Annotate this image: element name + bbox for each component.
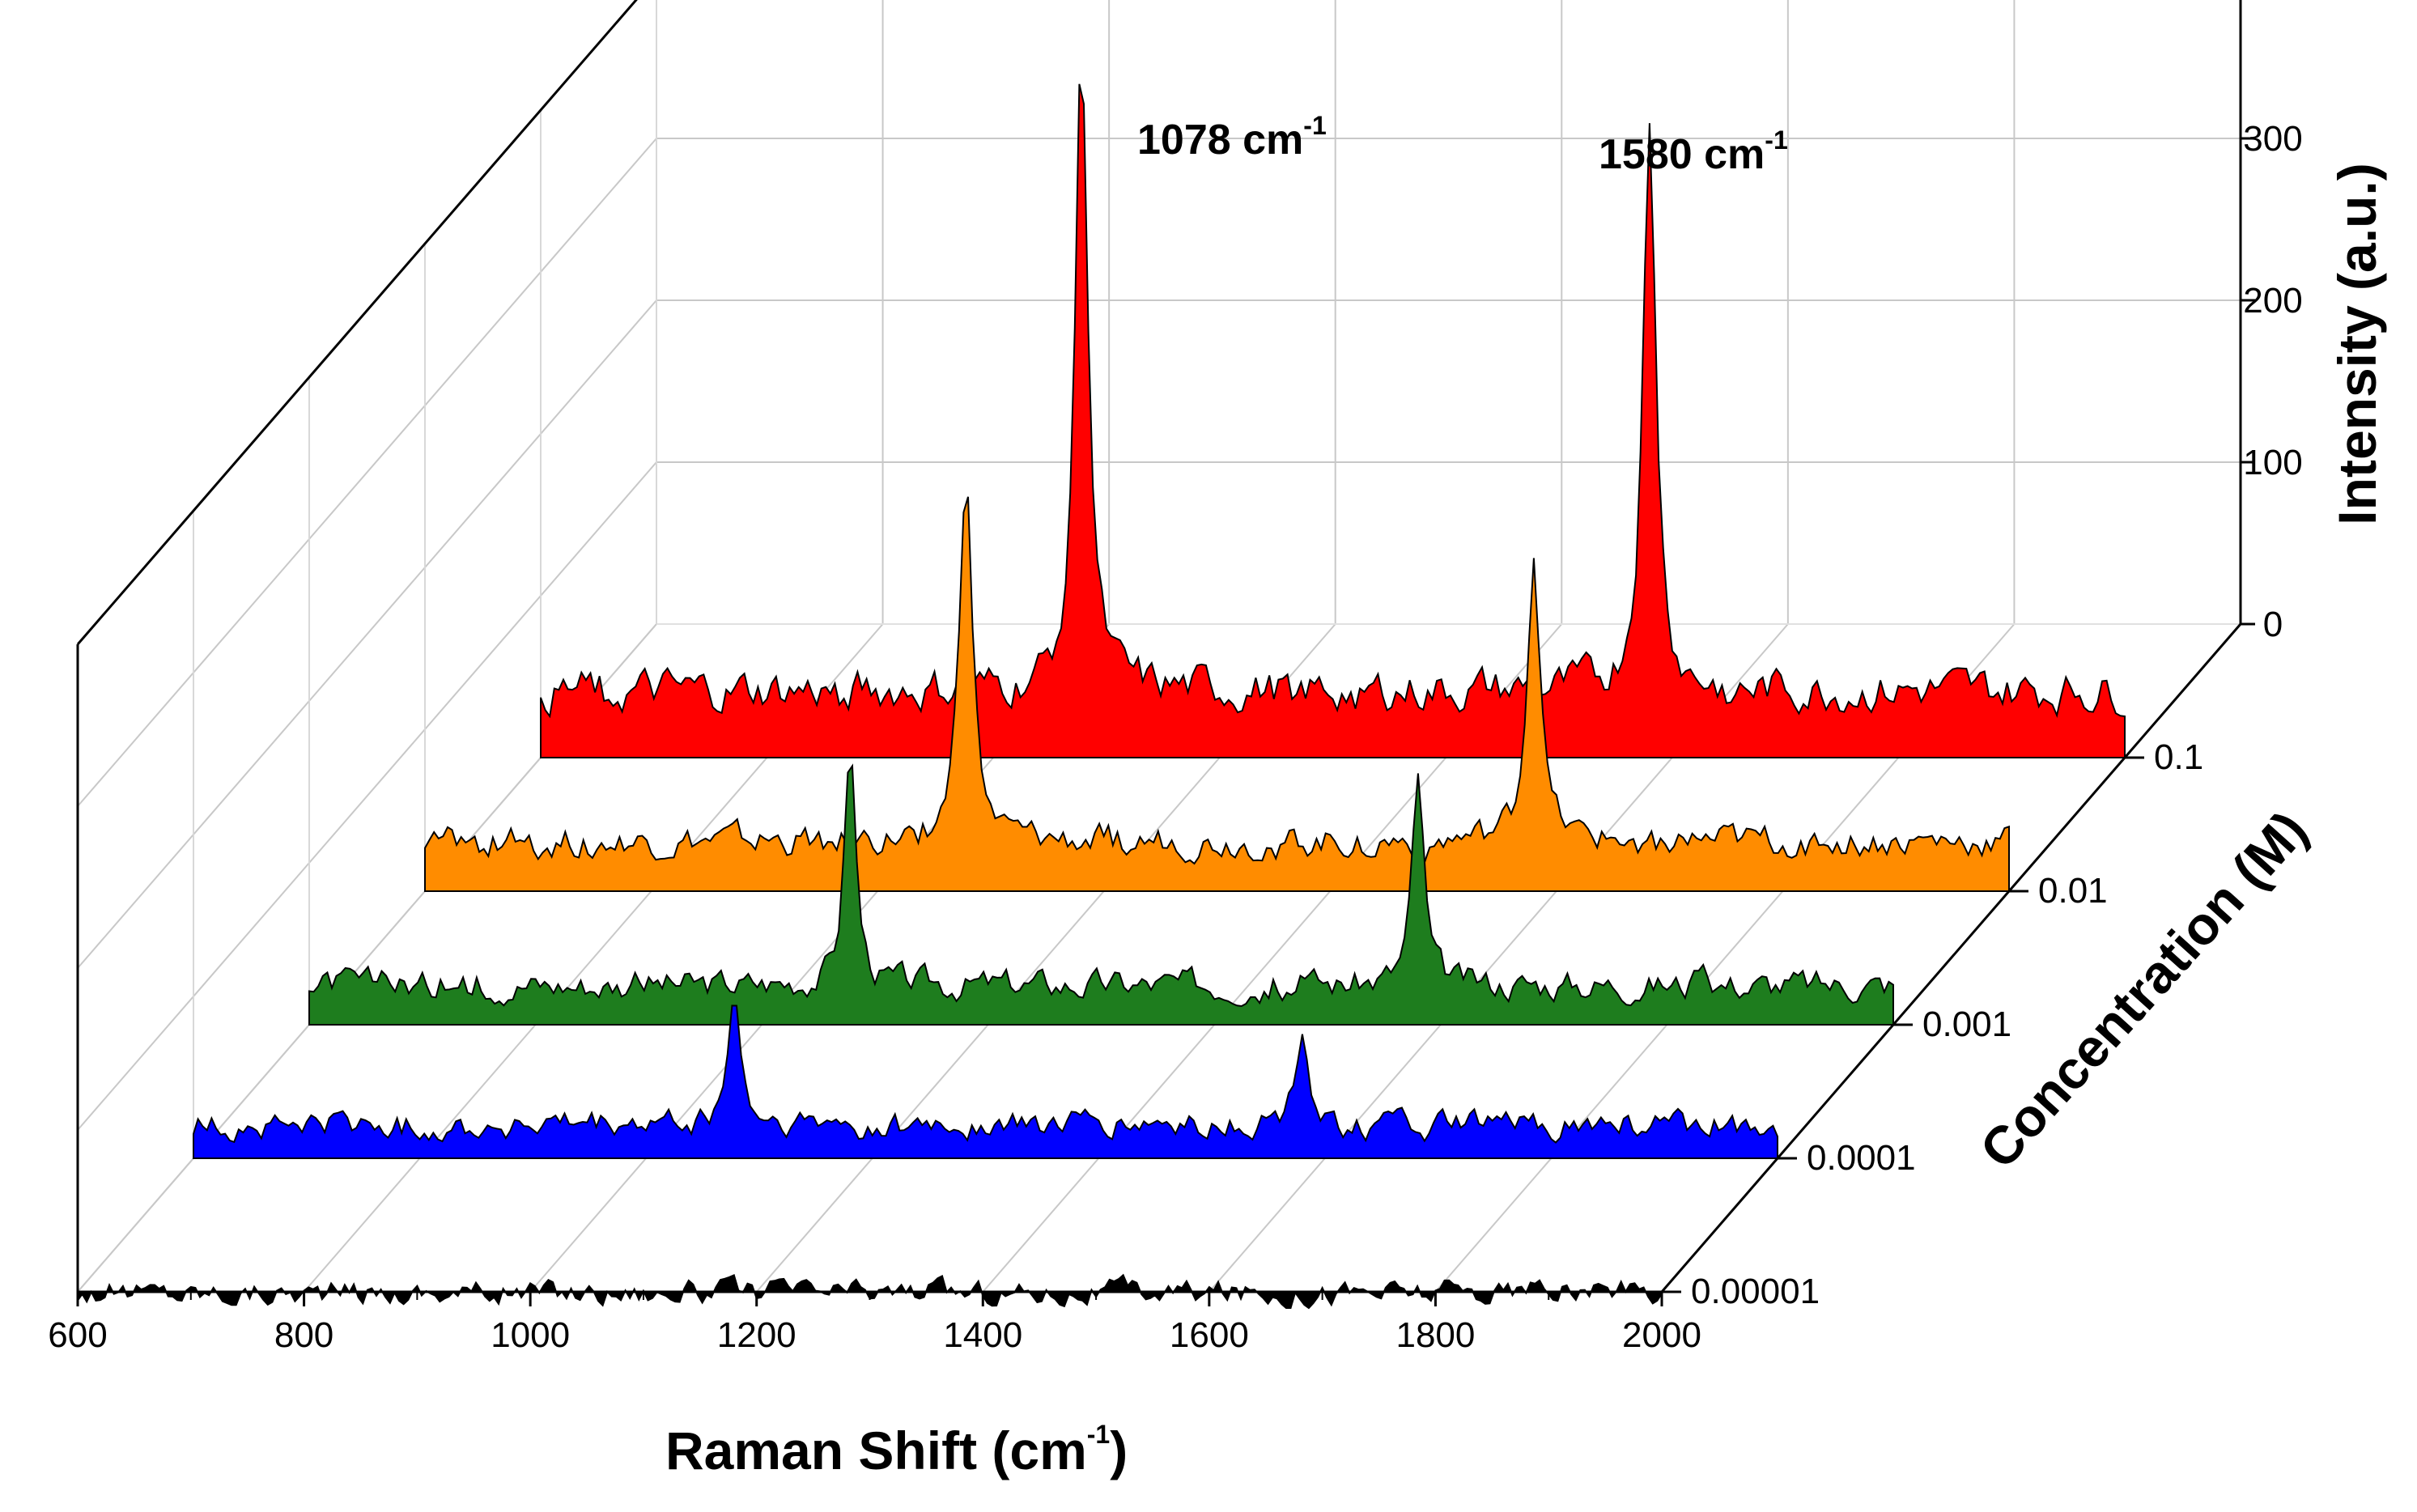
x-tick-label: 600 (48, 1315, 107, 1355)
series-area-0.001 (308, 763, 1894, 1026)
annotation-1580: 1580 cm-1 (1599, 125, 1788, 178)
axes-frame (76, 0, 2242, 1293)
x-axis-title: Raman Shift (cm-1) (665, 1420, 1128, 1480)
x-tick-label: 2000 (1622, 1315, 1701, 1355)
top-left-edge (76, 0, 638, 645)
series-area-0.1 (540, 83, 2126, 758)
series-group (77, 83, 2126, 1310)
side-grid-line (77, 461, 657, 1131)
side-grid-line (77, 299, 657, 969)
side-grid-line (77, 0, 638, 645)
z-tick-label: 0.00001 (1691, 1272, 1820, 1311)
x-tick-label: 1000 (491, 1315, 570, 1355)
y-tick-label: 300 (2243, 119, 2302, 159)
y-axis-title: Intensity (a.u.) (2327, 163, 2387, 525)
z-tick-label: 0.01 (2038, 871, 2108, 911)
x-tick-label: 1200 (717, 1315, 796, 1355)
side-grid-line (77, 138, 657, 807)
x-tick-label: 1600 (1170, 1315, 1249, 1355)
x-tick-label: 1800 (1395, 1315, 1475, 1355)
series-area-0.01 (424, 496, 2010, 892)
y-tick-label: 200 (2243, 281, 2302, 321)
tick-labels: 600 800 1000 1200 1400 1600 1800 2000 0 100 200 300… (48, 119, 2302, 1355)
z-tick-label: 0.1 (2154, 737, 2203, 777)
y-tick-label: 100 (2243, 443, 2302, 482)
x-tick-label: 1400 (943, 1315, 1022, 1355)
series-area-0.00001 (77, 1273, 1663, 1310)
z-axis-line (1660, 623, 2242, 1293)
z-axis-title: Concentration (M) (1969, 800, 2319, 1179)
y-tick-label: 0 (2263, 605, 2283, 644)
z-tick-label: 0.001 (1922, 1004, 2011, 1044)
annotation-1078: 1078 cm-1 (1137, 111, 1327, 164)
series-area-0.0001 (193, 1004, 1778, 1159)
z-tick-label: 0.0001 (1807, 1138, 1916, 1178)
x-tick-label: 800 (274, 1315, 333, 1355)
